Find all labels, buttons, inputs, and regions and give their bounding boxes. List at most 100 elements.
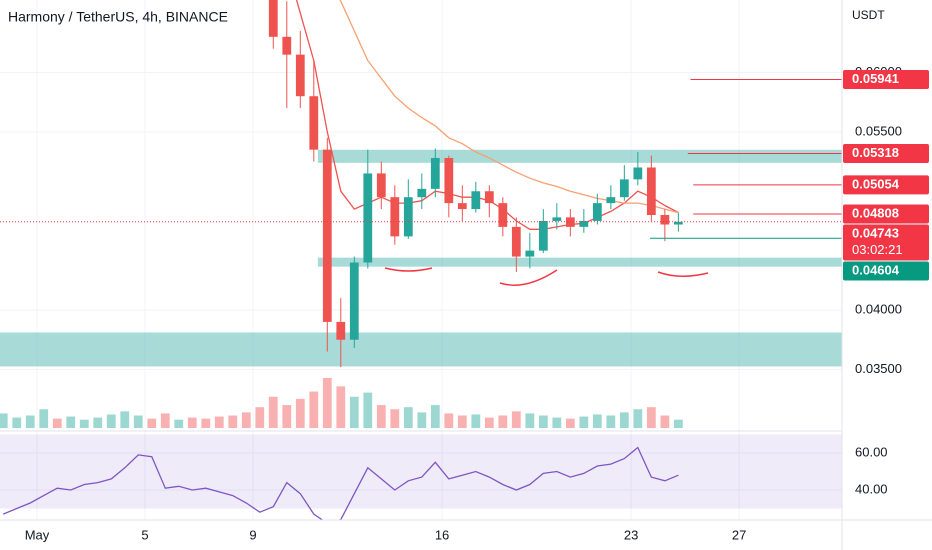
- moving-average: [295, 0, 679, 230]
- annotations: [384, 267, 709, 286]
- volume-bar: [66, 416, 76, 428]
- volume-bar: [133, 415, 143, 428]
- volume-bar: [552, 417, 562, 428]
- volume-bar: [390, 409, 400, 428]
- level-label: 0.04604: [852, 262, 900, 277]
- volume-bar: [471, 414, 481, 428]
- level-label-box: [843, 224, 929, 261]
- volume-bar: [592, 414, 602, 428]
- volume-bar: [268, 396, 278, 428]
- volume-bar: [336, 386, 346, 428]
- volume-bar: [160, 413, 170, 428]
- y-tick-label: 0.04000: [855, 301, 902, 316]
- volume-bar: [660, 415, 670, 428]
- level-label: 0.04743: [852, 225, 899, 240]
- candle-body: [579, 220, 589, 227]
- candle-body: [498, 203, 508, 227]
- volume-bar: [646, 407, 656, 428]
- candle-body: [376, 173, 386, 198]
- volume-bar: [444, 413, 454, 428]
- candle-body: [309, 96, 319, 150]
- smile-arc: [499, 269, 558, 286]
- volume-bar: [79, 419, 89, 428]
- level-label-box: [843, 175, 929, 195]
- volume-bar: [241, 412, 251, 428]
- candle-body: [282, 36, 292, 55]
- candle-body: [592, 203, 602, 221]
- volume-bar: [619, 412, 629, 428]
- volume-bar: [579, 416, 589, 428]
- candle-body: [673, 221, 683, 225]
- candle-body: [430, 157, 440, 189]
- volume-bar: [201, 418, 211, 428]
- volume-bar: [498, 415, 508, 428]
- x-tick-label: 27: [732, 527, 746, 542]
- volume-bar: [349, 396, 359, 428]
- candle-body: [619, 179, 629, 198]
- level-label-box: [843, 69, 929, 89]
- volume-bar: [484, 417, 494, 428]
- volume-bar: [430, 405, 440, 428]
- candle-body: [322, 149, 332, 322]
- x-tick-label: May: [25, 527, 50, 542]
- level-label-box: [843, 143, 929, 163]
- volume-bar: [376, 405, 386, 428]
- volume-bar: [633, 409, 643, 428]
- volume-bar: [525, 413, 535, 428]
- level-label: 0.05941: [852, 71, 899, 86]
- moving-average: [339, 0, 679, 214]
- candle-body: [552, 217, 562, 221]
- x-tick-label: 9: [249, 527, 256, 542]
- level-label-box: [843, 261, 929, 281]
- chart-title: Harmony / TetherUS, 4h, BINANCE: [8, 9, 228, 25]
- candle-body: [268, 0, 278, 37]
- volume-bar: [0, 413, 8, 428]
- candle-body: [417, 188, 427, 198]
- smile-arc: [384, 267, 433, 272]
- volume-bar: [538, 415, 548, 428]
- volume-bar: [511, 411, 521, 428]
- candle-body: [525, 250, 535, 257]
- volume-bar: [606, 415, 616, 428]
- candle-body: [633, 167, 643, 180]
- zone: [317, 257, 842, 267]
- volume-bar: [93, 417, 103, 428]
- candle-body: [606, 197, 616, 204]
- candle-body: [471, 191, 481, 210]
- x-tick-label: 23: [624, 527, 638, 542]
- volume-bar: [282, 405, 292, 428]
- volume-bar: [12, 417, 22, 428]
- candle-body: [295, 54, 305, 97]
- volume-bar: [214, 416, 224, 428]
- volume-bar: [52, 418, 62, 428]
- candle-body: [457, 203, 467, 210]
- candle-body: [538, 220, 548, 251]
- level-label-box: [843, 204, 929, 224]
- smile-arc: [657, 271, 709, 277]
- rsi-pane: [0, 434, 842, 520]
- volume-bar: [106, 414, 116, 428]
- y-tick-label: 0.05500: [855, 123, 902, 138]
- price-pane: [0, 0, 842, 428]
- grid: [0, 0, 842, 520]
- volume-bar: [187, 417, 197, 428]
- zone: [317, 149, 842, 163]
- candle-body: [349, 262, 359, 340]
- volume-bar: [417, 412, 427, 428]
- candle-body: [336, 321, 346, 340]
- candle-body: [646, 167, 656, 215]
- volume-bar: [295, 398, 305, 428]
- rsi-tick-label: 40.00: [855, 481, 888, 496]
- currency-label: USDT: [852, 8, 885, 22]
- rsi-tick-label: 60.00: [855, 444, 888, 459]
- volume-bar: [228, 415, 238, 428]
- volume-bar: [673, 419, 683, 428]
- volume-bar: [120, 411, 130, 428]
- level-label: 0.05054: [852, 176, 900, 191]
- zone: [0, 332, 842, 367]
- level-label: 0.05318: [852, 145, 899, 160]
- volume-bar: [309, 391, 319, 428]
- volume-bar: [147, 418, 157, 428]
